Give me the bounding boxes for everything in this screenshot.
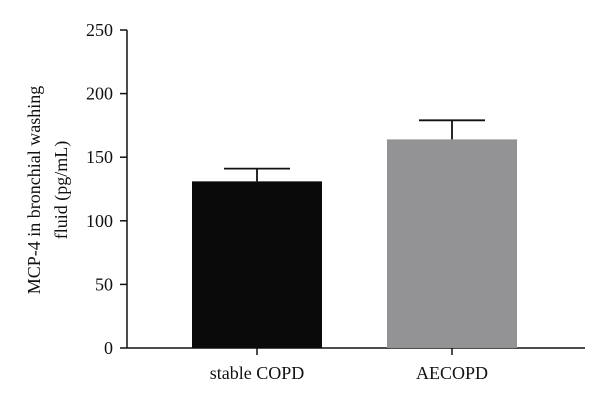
- y-tick-label: 250: [86, 20, 113, 40]
- bar-1: [192, 181, 322, 348]
- y-tick-label: 100: [86, 211, 113, 231]
- y-tick-label: 50: [95, 274, 113, 294]
- y-tick-label: 200: [86, 84, 113, 104]
- y-tick-label: 150: [86, 147, 113, 167]
- x-tick-label-2: AECOPD: [416, 363, 488, 383]
- labels: MCP-4 in bronchial washing fluid (pg/mL)…: [24, 86, 488, 383]
- x-tick-label-1: stable COPD: [210, 363, 305, 383]
- y-axis-label-line-1: MCP-4 in bronchial washing: [24, 86, 44, 295]
- bar-2: [387, 139, 517, 348]
- y-axis-label-line-2: fluid (pg/mL): [51, 141, 72, 239]
- bars: [192, 139, 517, 348]
- error-bars: [224, 119, 485, 182]
- y-tick-label: 0: [104, 338, 113, 358]
